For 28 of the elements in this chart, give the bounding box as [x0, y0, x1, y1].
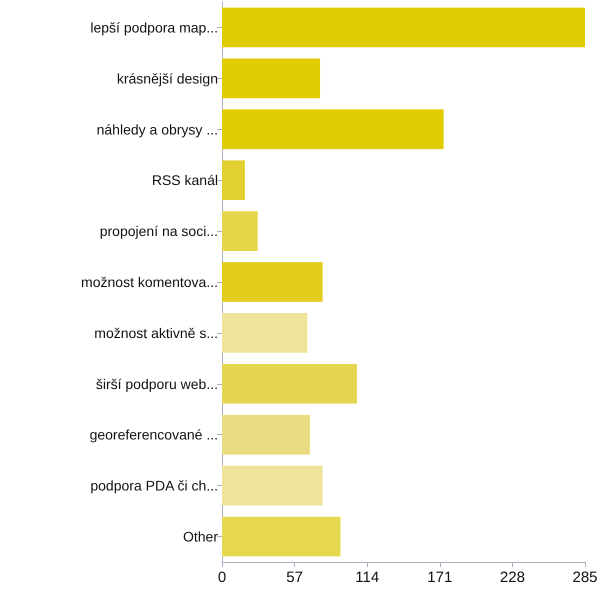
y-tick-label: lepší podpora map...	[90, 19, 218, 36]
y-tick-label: podpora PDA či ch...	[90, 478, 218, 494]
x-tick-label: 285	[572, 569, 598, 586]
y-tick-label: krásnější design	[116, 70, 218, 86]
y-tick-label: možnost aktivně s...	[94, 324, 218, 341]
x-tick-label: 114	[355, 569, 380, 586]
bar	[222, 262, 323, 302]
x-tick-label: 228	[500, 569, 525, 586]
bar	[222, 211, 258, 251]
bar	[222, 414, 310, 455]
y-tick-label: širší podporu web...	[96, 376, 218, 392]
y-tick-label: RSS kanál	[152, 172, 218, 188]
y-tick-label: propojení na soci...	[100, 223, 218, 240]
x-tick-label: 171	[427, 569, 452, 586]
y-tick-label: georeferencované ...	[90, 426, 218, 443]
bar	[222, 109, 444, 150]
y-tick-label: Other	[182, 528, 218, 545]
bar	[222, 58, 320, 98]
bar	[222, 364, 358, 404]
y-tick-label: náhledy a obrysy ...	[96, 121, 218, 138]
x-tick-label: 0	[218, 569, 226, 586]
bar	[222, 466, 323, 506]
bar	[222, 160, 245, 200]
x-tick-label: 57	[286, 569, 303, 586]
bar	[222, 313, 308, 353]
y-tick-label: možnost komentova...	[81, 274, 218, 290]
bar	[222, 516, 340, 556]
bar	[222, 8, 585, 48]
